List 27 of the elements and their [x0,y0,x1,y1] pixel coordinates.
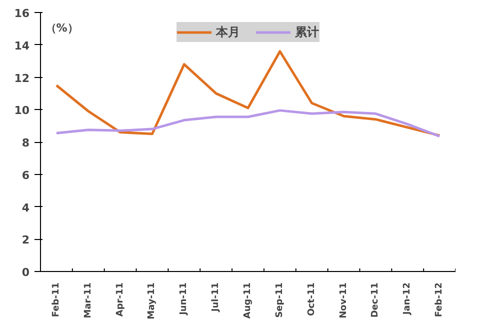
y-tick-label: 14 [14,39,30,52]
x-tick-label: Feb-12 [434,282,445,318]
line-series [55,50,441,137]
x-tick-label: Dec-11 [370,282,381,318]
x-tick-label: Sep-11 [274,282,285,318]
y-tick-label: 8 [22,136,30,150]
y-axis-title: （%） [45,22,78,34]
legend-label: 累计 [295,24,319,40]
x-tick-label: Mar-11 [83,282,94,318]
x-tick-label: Apr-11 [115,282,126,317]
y-tick-label: 12 [14,72,30,85]
y-tick-label: 6 [22,168,30,182]
x-tick-label: Jul-11 [211,282,222,313]
x-tick-label: May-11 [147,282,158,320]
x-tick-label: Feb-11 [51,282,62,318]
y-tick-label: 16 [14,7,30,20]
x-tick-label: Jan-12 [402,282,413,316]
x-tick-label: Jun-11 [179,282,190,316]
y-tick-label: 10 [14,104,30,118]
x-tick-label: Nov-11 [338,282,349,318]
y-tick-label: 0 [22,266,30,279]
y-tick-label: 2 [22,234,30,247]
x-tick-label: Oct-11 [306,282,317,316]
x-tick-label: Aug-11 [243,282,253,319]
legend-label: 本月 [216,24,240,40]
line-series [55,109,441,138]
y-tick-label: 4 [22,201,30,214]
